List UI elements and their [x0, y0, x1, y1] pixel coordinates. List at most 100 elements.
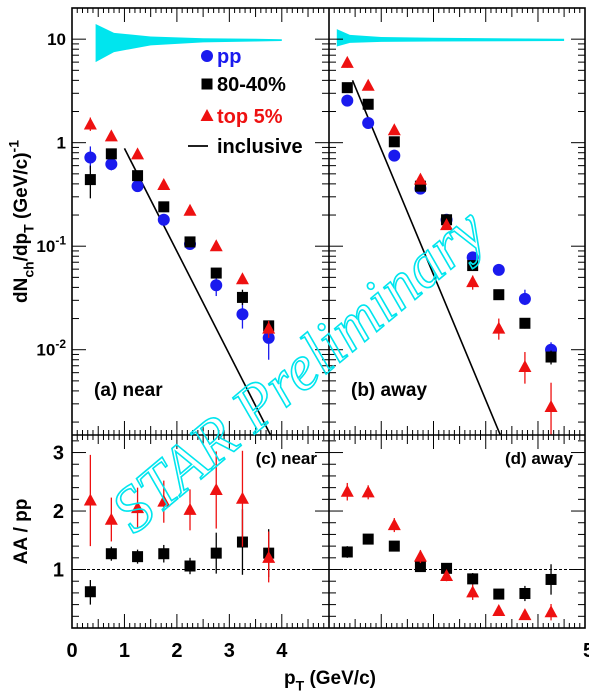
ratio-b-point-80-40%-4 — [441, 562, 453, 574]
spectrum-a-point-pp-1 — [105, 158, 118, 171]
spectrum-b-point-pp-7 — [518, 292, 531, 305]
y-axis-label-bottom: AA / pp — [11, 499, 32, 565]
spectrum-a-point-top 5%-0 — [83, 117, 97, 130]
ratio-b-point-80-40%-8 — [545, 573, 557, 585]
spectrum-a-point-top 5%-2 — [131, 147, 145, 160]
x-tick-label-5: 5 — [583, 640, 589, 662]
y-tick-label-bottom-3: 3 — [53, 443, 64, 465]
ratio-b-point-80-40%-5 — [467, 573, 479, 585]
spectrum-a-point-pp-6 — [236, 308, 249, 321]
spectrum-a-point-top 5%-1 — [104, 129, 118, 142]
spectrum-b-point-top 5%-5 — [466, 275, 480, 288]
spectrum-a-point-80-40%-1 — [105, 148, 117, 160]
ratio-b-point-80-40%-6 — [493, 588, 505, 600]
y-tick-label-top: 10-1 — [36, 233, 66, 256]
spectrum-b-point-80-40%-3 — [414, 180, 426, 192]
legend-marker-top 5% — [200, 109, 214, 121]
spectrum-b-point-80-40%-1 — [362, 98, 374, 110]
ratio-a-point-top 5%-2 — [131, 501, 145, 514]
spectrum-a-point-pp-5 — [210, 279, 223, 292]
ratio-b-point-top 5%-1 — [361, 485, 375, 498]
ratio-b-point-80-40%-0 — [341, 546, 353, 558]
spectrum-b-series-top 5% — [340, 55, 558, 435]
band-a — [95, 24, 282, 63]
panel-label-ratio-1: (d) away — [505, 449, 574, 468]
y-axis-label-top: dNch/dpT (GeV/c)-1 — [5, 140, 36, 303]
spectrum-b-point-pp-1 — [362, 116, 375, 129]
ratio-a-point-top 5%-1 — [104, 512, 118, 525]
x-tick-label-2: 2 — [171, 640, 182, 662]
ratio-b-point-top 5%-4 — [440, 568, 454, 581]
x-tick-label-4: 4 — [276, 640, 288, 662]
watermark: STAR Preliminary — [98, 193, 499, 546]
spectrum-b-point-pp-6 — [492, 263, 505, 276]
y-tick-label-bottom-2: 2 — [53, 501, 64, 523]
spectrum-a-series-pp — [84, 146, 275, 360]
spectrum-a-point-pp-2 — [131, 180, 144, 193]
spectrum-b-point-top 5%-1 — [361, 78, 375, 91]
ratio-a-point-80-40%-0 — [84, 586, 96, 598]
spectrum-a-point-pp-3 — [157, 213, 170, 226]
spectrum-b-point-80-40%-2 — [388, 136, 400, 148]
spectrum-b-point-pp-2 — [388, 149, 401, 162]
ratio-b-point-top 5%-2 — [387, 518, 401, 531]
inclusive-line-a — [123, 148, 272, 435]
spectrum-a-point-top 5%-3 — [157, 178, 171, 191]
spectrum-b-point-80-40%-6 — [493, 289, 505, 301]
legend-marker-80-40% — [201, 78, 213, 90]
ratio-b-point-top 5%-3 — [413, 549, 427, 562]
spectrum-a-point-80-40%-2 — [132, 170, 144, 182]
ratio-a-point-top 5%-7 — [262, 550, 276, 563]
spectrum-b-point-top 5%-4 — [440, 218, 454, 231]
spectrum-b-point-pp-0 — [341, 94, 354, 107]
ratio-a-point-top 5%-6 — [235, 491, 249, 504]
spectrum-b-point-80-40%-7 — [519, 317, 531, 329]
ratio-a-point-80-40%-5 — [210, 547, 222, 559]
spectrum-a-point-top 5%-7 — [262, 321, 276, 334]
y-tick-label-top: 10-2 — [36, 337, 66, 360]
spectrum-a-point-80-40%-6 — [236, 291, 248, 303]
panel-label-ratio-0: (c) near — [256, 449, 318, 468]
panel-label-b: (b) away — [351, 380, 427, 401]
ratio-b-point-top 5%-7 — [518, 608, 532, 621]
ratio-b-series-80-40% — [341, 533, 557, 602]
ratio-a-point-80-40%-1 — [105, 548, 117, 560]
ratio-b-point-top 5%-5 — [466, 585, 480, 598]
y-tick-label-top: 10 — [47, 30, 66, 49]
spectrum-b-point-top 5%-7 — [518, 360, 532, 373]
ratio-b-point-80-40%-7 — [519, 587, 531, 599]
spectrum-a-point-80-40%-4 — [184, 236, 196, 248]
ratio-b-point-top 5%-8 — [544, 605, 558, 618]
spectrum-b-point-top 5%-2 — [387, 123, 401, 136]
ratio-b-point-80-40%-1 — [362, 533, 374, 545]
spectrum-a-point-80-40%-5 — [210, 267, 222, 279]
y-tick-label-bottom-1: 1 — [53, 560, 64, 582]
spectrum-a-point-top 5%-4 — [183, 203, 197, 216]
spectrum-b-point-80-40%-8 — [545, 351, 557, 363]
panel-label-a: (a) near — [94, 380, 163, 401]
ratio-a-point-top 5%-0 — [83, 493, 97, 506]
spectrum-b-point-80-40%-5 — [467, 260, 479, 272]
spectrum-b-point-top 5%-6 — [492, 321, 506, 334]
x-tick-label-1: 1 — [119, 640, 130, 662]
legend-marker-pp — [201, 50, 213, 62]
spectrum-a-point-top 5%-5 — [209, 239, 223, 252]
y-tick-label-top: 1 — [57, 134, 66, 153]
spectrum-b-point-top 5%-0 — [340, 55, 354, 68]
spectrum-a-series-80-40% — [84, 148, 275, 332]
x-tick-label-3: 3 — [224, 640, 235, 662]
legend-label-pp: pp — [217, 46, 241, 68]
ratio-a-point-80-40%-2 — [132, 551, 144, 563]
spectrum-b-point-top 5%-3 — [413, 172, 427, 185]
ratio-b-point-80-40%-3 — [414, 561, 426, 573]
legend-label-top 5%: top 5% — [217, 106, 283, 128]
spectrum-a-series-top 5% — [83, 117, 276, 338]
ratio-b-series-top 5% — [340, 482, 558, 621]
x-tick-label-0: 0 — [66, 640, 77, 662]
spectrum-a-point-80-40%-0 — [84, 174, 96, 186]
ratio-a-point-top 5%-3 — [157, 494, 171, 507]
spectrum-b-point-80-40%-0 — [341, 82, 353, 94]
ratio-b-point-80-40%-2 — [388, 540, 400, 552]
